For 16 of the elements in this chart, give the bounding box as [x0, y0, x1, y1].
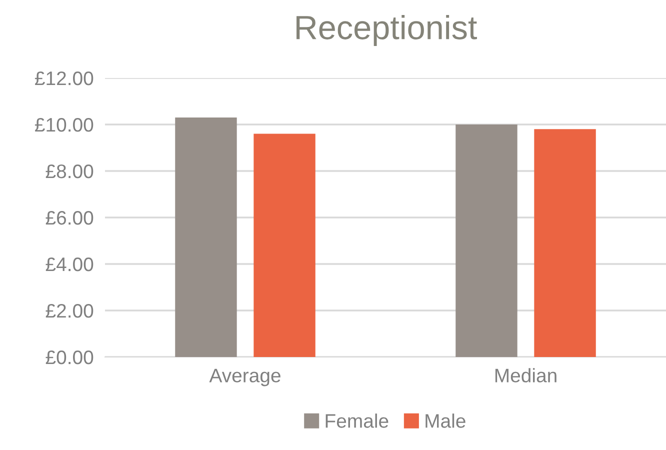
bar — [254, 134, 316, 357]
bar — [456, 124, 518, 357]
y-tick-label: £4.00 — [46, 257, 94, 272]
y-tick-label: £8.00 — [46, 164, 94, 178]
bar — [175, 118, 237, 357]
chart-title: Receptionist — [296, 14, 477, 46]
y-tick-label: £10.00 — [34, 118, 94, 132]
y-tick-label: £6.00 — [46, 210, 94, 225]
y-tick-label: £0.00 — [46, 350, 94, 364]
bar — [534, 129, 596, 357]
legend-label: Male — [426, 414, 466, 428]
x-tick-label: Median — [495, 368, 556, 382]
legend-label: Female — [326, 414, 388, 428]
y-tick-label: £2.00 — [46, 304, 94, 318]
y-tick-label: £12.00 — [34, 71, 94, 86]
x-tick-label: Average — [209, 368, 280, 386]
